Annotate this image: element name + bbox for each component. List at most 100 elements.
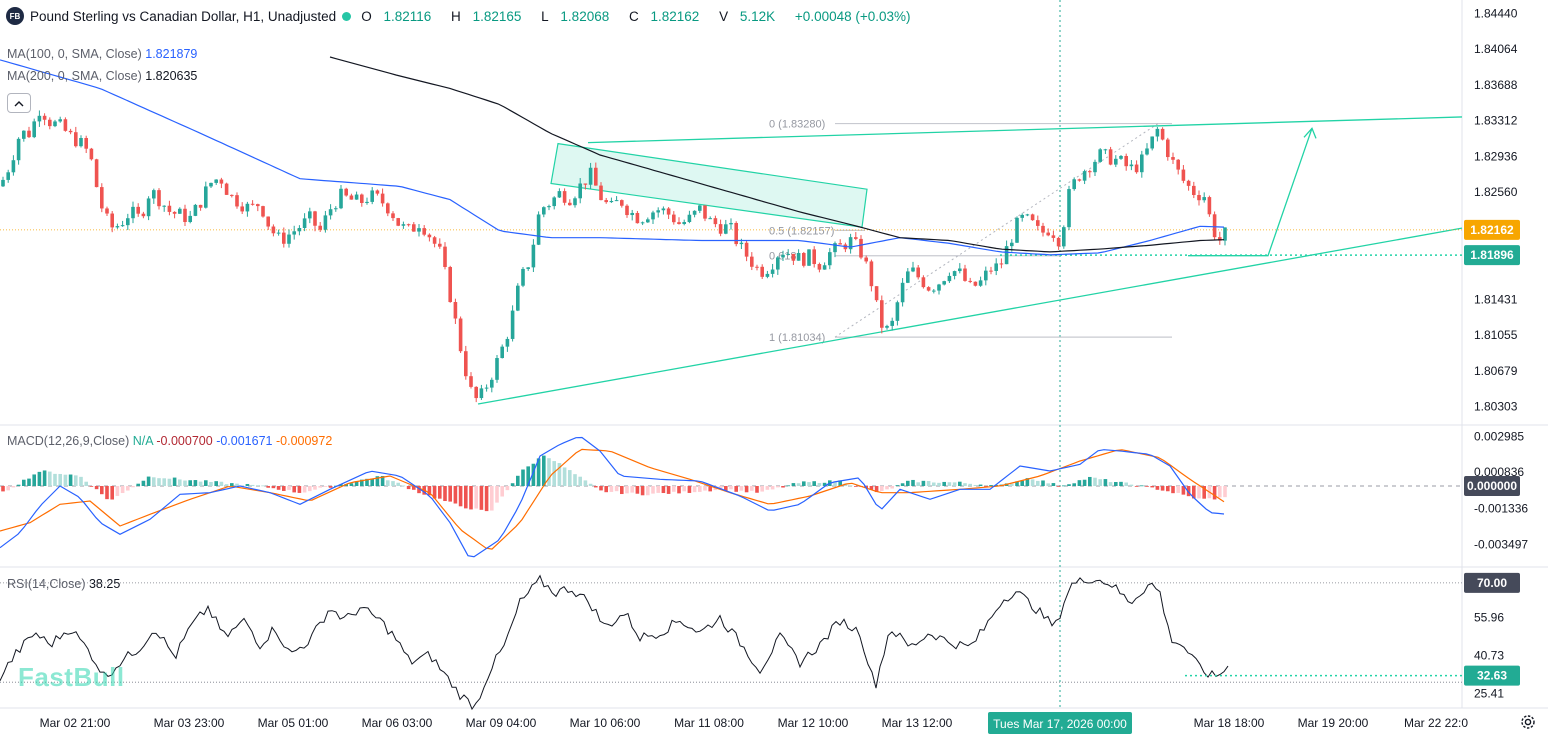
crosshair-time-label-bg xyxy=(988,712,1132,734)
macd-histogram-bar xyxy=(110,486,114,500)
y-tick-label: -0.003497 xyxy=(1474,537,1528,551)
candle-body xyxy=(474,386,478,399)
candle-body xyxy=(640,222,645,224)
macd-histogram-bar xyxy=(1155,486,1160,490)
macd-histogram-bar xyxy=(656,486,660,493)
fib-level-label: 1 (1.81034) xyxy=(769,332,825,344)
chevron-up-icon[interactable] xyxy=(7,93,31,113)
last-price-label: 1.82162 xyxy=(1470,223,1514,237)
macd-histogram-bar xyxy=(323,486,328,487)
candle-body xyxy=(833,243,837,253)
macd-histogram-bar xyxy=(1025,478,1030,486)
macd-histogram-bar xyxy=(1166,486,1170,492)
macd-histogram-bar xyxy=(807,482,811,486)
macd-histogram-bar xyxy=(682,486,686,492)
candle-body xyxy=(1108,149,1113,165)
candle-body xyxy=(1077,179,1082,181)
macd-histogram-bar xyxy=(136,483,140,486)
macd-histogram-bar xyxy=(474,486,478,509)
candle-body xyxy=(1192,185,1196,196)
candle-body xyxy=(869,261,874,287)
macd-histogram-bar xyxy=(942,481,946,486)
open-label: O xyxy=(361,8,372,24)
macd-histogram-bar xyxy=(609,486,614,492)
candle-body xyxy=(344,188,348,196)
candle-body xyxy=(1134,164,1139,173)
rsi-legend[interactable]: RSI(14,Close) 38.25 xyxy=(7,577,120,591)
macd-histogram-bar xyxy=(557,463,562,486)
candle-body xyxy=(562,191,567,203)
candle-body xyxy=(152,190,156,199)
upper-trend-line xyxy=(587,116,1463,144)
macd-histogram-bar xyxy=(1202,486,1206,499)
low-label: L xyxy=(541,8,549,24)
axes: 1.84440 1.84064 1.83688 1.83312 1.82936 1.825… xyxy=(40,6,1528,734)
candle-body xyxy=(271,226,276,234)
macd-histogram-bar xyxy=(958,481,962,486)
candle-body xyxy=(167,205,172,212)
macd-legend[interactable]: MACD(12,26,9,Close) N/A -0.000700 -0.001… xyxy=(7,434,332,448)
candle-body xyxy=(141,213,146,217)
macd-histogram-bar xyxy=(989,485,993,486)
candle-body xyxy=(666,208,671,215)
candle-body xyxy=(1197,195,1201,201)
candle-body xyxy=(677,222,681,225)
macd-histogram-bar xyxy=(282,486,286,491)
macd-histogram-bar xyxy=(640,486,645,496)
candle-body xyxy=(890,320,894,326)
candle-body xyxy=(750,256,754,267)
candle-body xyxy=(16,138,21,161)
candle-body xyxy=(63,119,68,131)
macd-label: MACD(12,26,9,Close) xyxy=(7,434,130,448)
candle-body xyxy=(599,185,603,201)
macd-histogram-bar xyxy=(796,483,801,486)
candle-body xyxy=(770,269,775,274)
macd-histogram-bar xyxy=(1181,486,1186,495)
macd-series xyxy=(0,436,1462,558)
macd-histogram-bar xyxy=(188,480,192,486)
drawings-layer[interactable]: 0 (1.83280)0.5 (1.82157)0.6181 (1.81034) xyxy=(0,116,1463,405)
candle-body xyxy=(947,275,952,282)
candle-body xyxy=(791,253,796,261)
macd-histogram-bar xyxy=(417,486,421,494)
candle-body xyxy=(94,159,99,188)
y-tick-label: 1.80679 xyxy=(1474,364,1518,378)
crosshair-time-label: Tues Mar 17, 2026 00:00 xyxy=(993,717,1127,731)
candle-body xyxy=(900,282,905,303)
macd-histogram-bar xyxy=(526,466,530,486)
macd-histogram-bar xyxy=(396,482,400,486)
gear-icon[interactable] xyxy=(1520,714,1536,735)
candle-body xyxy=(308,211,312,219)
candle-body xyxy=(604,200,608,203)
macd-histogram-bar xyxy=(375,476,380,486)
rsi-label: RSI(14,Close) xyxy=(7,577,86,591)
candle-body xyxy=(646,219,650,223)
symbol-title[interactable]: Pound Sterling vs Canadian Dollar, H1, U… xyxy=(30,8,337,24)
close-value: 1.82162 xyxy=(650,8,700,24)
candle-body xyxy=(812,249,816,265)
candle-body xyxy=(625,205,629,216)
macd-histogram-bar xyxy=(911,479,915,486)
candle-body xyxy=(453,302,458,319)
macd-histogram-bar xyxy=(937,482,941,486)
price-series xyxy=(1,110,1227,403)
candle-body xyxy=(885,325,889,328)
macd-histogram-bar xyxy=(770,486,775,490)
macd-histogram-bar xyxy=(531,463,536,486)
ma200-legend[interactable]: MA(200, 0, SMA, Close) 1.820635 xyxy=(7,69,197,83)
y-tick-label: -0.001336 xyxy=(1474,501,1528,515)
macd-histogram-bar xyxy=(739,486,744,491)
candle-body xyxy=(360,194,364,203)
macd-histogram-bar xyxy=(578,476,582,486)
ma100-legend[interactable]: MA(100, 0, SMA, Close) 1.821879 xyxy=(7,47,197,61)
macd-histogram-bar xyxy=(885,486,889,490)
x-tick-label: Mar 11 08:00 xyxy=(674,716,744,730)
macd-histogram-bar xyxy=(516,475,520,486)
macd-histogram-bar xyxy=(1046,483,1050,486)
candle-body xyxy=(198,204,203,208)
macd-histogram-bar xyxy=(1171,486,1175,494)
macd-histogram-bar xyxy=(193,480,198,486)
candle-body xyxy=(235,195,239,207)
candle-body xyxy=(713,218,718,225)
